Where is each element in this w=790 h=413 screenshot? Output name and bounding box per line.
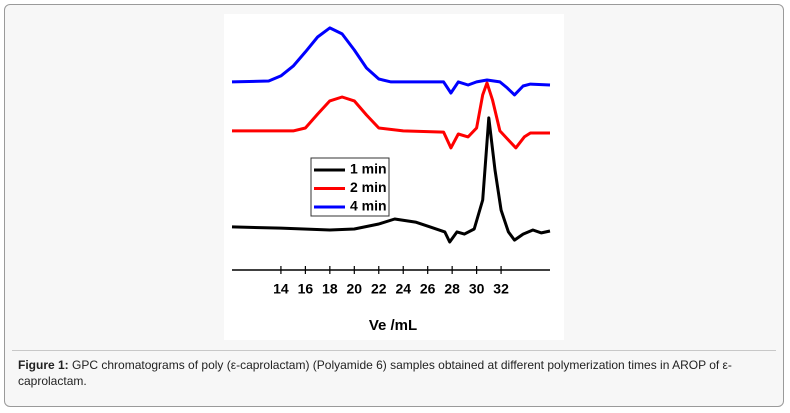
x-tick-label: 16 (298, 281, 314, 297)
caption-label: Figure 1: (18, 358, 69, 372)
legend-label: 1 min (350, 161, 387, 177)
x-tick-label: 28 (444, 281, 460, 297)
x-tick-label: 32 (493, 281, 509, 297)
series-line (231, 116, 551, 244)
x-tick-label: 14 (273, 281, 289, 297)
chart-panel (224, 14, 564, 340)
legend-label: 4 min (350, 198, 387, 214)
x-tick-label: 24 (395, 281, 411, 297)
x-tick-label: 30 (469, 281, 485, 297)
x-tick-label: 26 (420, 281, 436, 297)
separator (12, 350, 776, 351)
series-line (231, 26, 551, 97)
series-line (232, 81, 550, 150)
x-tick-label: 18 (322, 281, 338, 297)
x-axis-label: Ve /mL (369, 317, 417, 334)
figure-caption: Figure 1: GPC chromatograms of poly (ε-c… (18, 357, 774, 389)
legend-label: 2 min (350, 179, 387, 195)
x-tick-label: 20 (347, 281, 363, 297)
caption-text: GPC chromatograms of poly (ε-caprolactam… (18, 358, 732, 388)
x-tick-label: 22 (371, 281, 387, 297)
